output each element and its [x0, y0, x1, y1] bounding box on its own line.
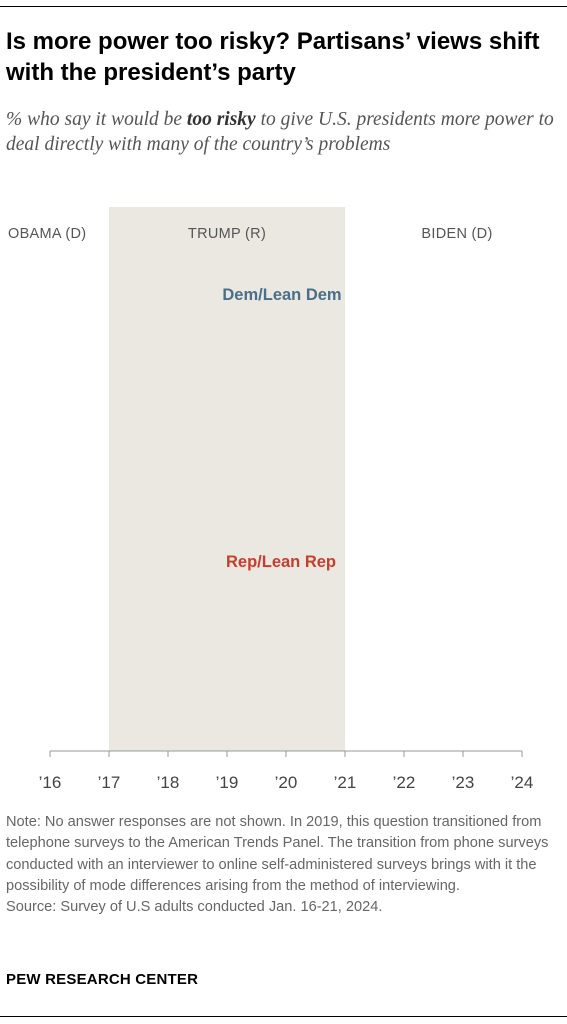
line-chart: OBAMA (D) TRUMP (R) BIDEN (D) ’16 ’17 ’18 ’19 ’…	[8, 207, 534, 792]
note-text: Note: No answer responses are not shown.…	[6, 814, 549, 894]
x-tick-label: ’23	[452, 773, 475, 792]
chart-title: Is more power too risky? Partisans’ view…	[6, 28, 540, 86]
chart-subtitle: % who say it would be too risky to give …	[6, 107, 562, 157]
subtitle-text-end: to give U.S. presidents more power to de…	[6, 109, 554, 155]
top-rule	[0, 6, 567, 7]
x-tick-label: ’22	[393, 773, 416, 792]
x-tick-label: ’18	[157, 773, 180, 792]
period-label: OBAMA (D)	[8, 226, 86, 242]
source-text: Source: Survey of U.S adults conducted J…	[6, 899, 383, 916]
x-tick-label: ’24	[511, 773, 534, 792]
pew-logo: PEW RESEARCH CENTER	[6, 971, 199, 988]
chart-notes: Note: No answer responses are not shown.…	[6, 812, 562, 918]
x-tick-label: ’17	[98, 773, 121, 792]
x-tick-label: ’21	[334, 773, 357, 792]
series-label-dem: Dem/Lean Dem	[222, 286, 341, 304]
period-label: BIDEN (D)	[421, 226, 492, 242]
subtitle-emphasis: too risky	[186, 109, 256, 130]
subtitle-text-start: % who say it would be	[6, 109, 187, 130]
period-shading	[109, 207, 345, 751]
period-label: TRUMP (R)	[188, 226, 266, 242]
series-label-rep: Rep/Lean Rep	[226, 553, 336, 571]
x-tick-label: ’20	[275, 773, 298, 792]
x-tick-label: ’16	[39, 773, 62, 792]
bottom-rule	[0, 1016, 567, 1017]
x-tick-label: ’19	[216, 773, 239, 792]
